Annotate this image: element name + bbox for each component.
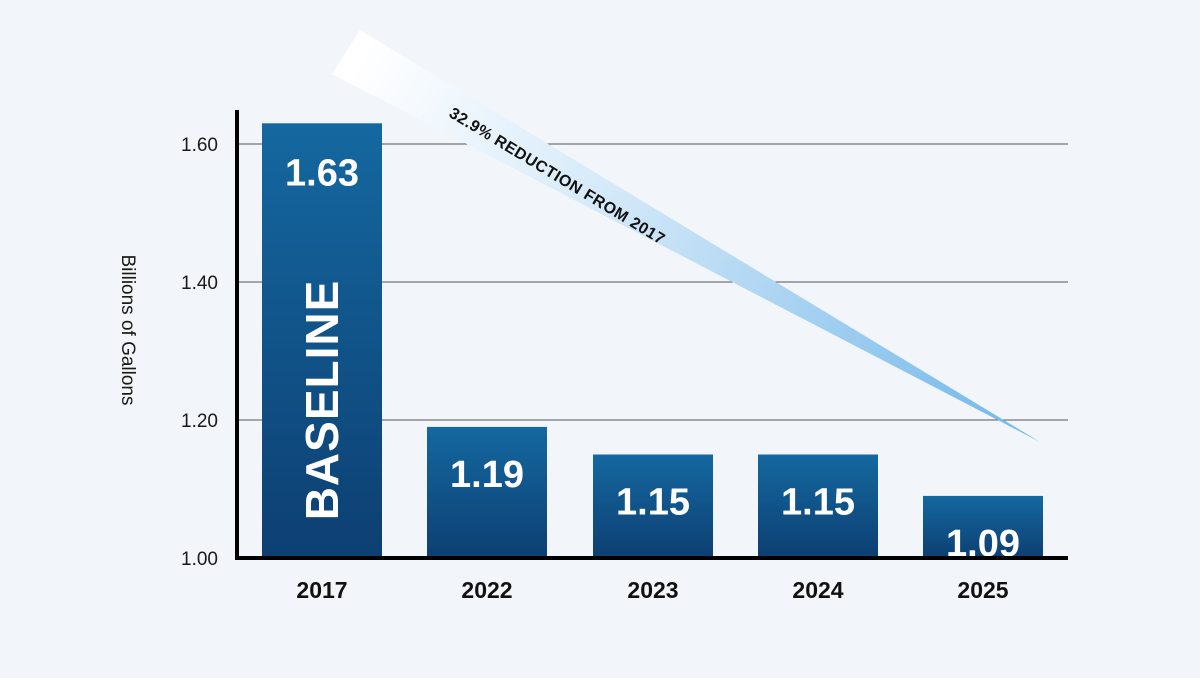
reduction-arrow-shape: [332, 30, 1040, 442]
value-label-2023: 1.15: [616, 482, 690, 524]
bar-2017: [262, 123, 382, 559]
y-tick-label: 1.40: [181, 273, 218, 294]
reduction-annotation: 32.9% REDUCTION FROM 2017: [446, 105, 668, 249]
x-axis-ticks: 2017 2022 2023 2024 2025: [296, 577, 1008, 603]
x-tick-label: 2022: [461, 577, 512, 603]
x-tick-label: 2025: [957, 577, 1008, 603]
y-tick-label: 1.20: [181, 411, 218, 432]
x-tick-label: 2017: [296, 577, 347, 603]
bar-2025: [923, 495, 1043, 558]
bar-2023: [593, 454, 713, 558]
y-axis-label: Billions of Gallons: [117, 254, 138, 405]
axes: [235, 110, 1068, 560]
y-axis-ticks: 1.00 1.20 1.40 1.60: [181, 135, 218, 570]
bar-2024: [758, 454, 878, 558]
x-tick-label: 2024: [792, 577, 843, 603]
x-tick-label: 2023: [627, 577, 678, 603]
bar-2022: [427, 426, 547, 558]
value-label-2017: 1.63: [285, 152, 359, 194]
y-tick-label: 1.60: [181, 135, 218, 156]
reduction-arrow: 32.9% REDUCTION FROM 2017: [332, 30, 1040, 442]
value-label-2022: 1.19: [450, 454, 524, 496]
value-label-2024: 1.15: [781, 482, 855, 524]
baseline-label: BASELINE: [296, 280, 348, 521]
y-tick-label: 1.00: [181, 549, 218, 570]
